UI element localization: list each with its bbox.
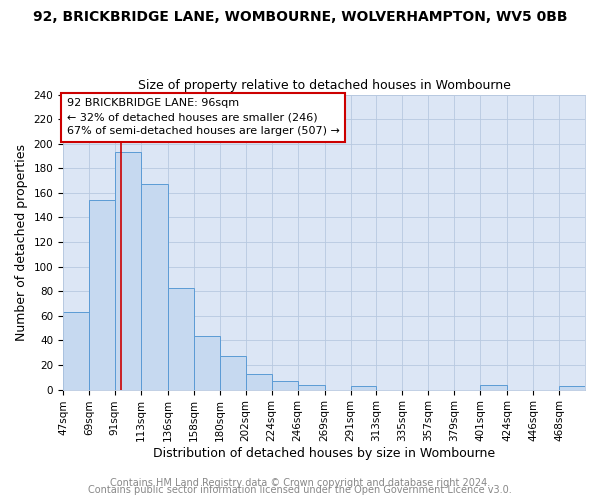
Title: Size of property relative to detached houses in Wombourne: Size of property relative to detached ho… (137, 79, 511, 92)
Bar (220, 356, 245, 390)
Bar (89, 200, 115, 390)
Y-axis label: Number of detached properties: Number of detached properties (15, 144, 28, 340)
Bar (194, 336, 220, 390)
Bar (245, 374, 272, 390)
X-axis label: Distribution of detached houses by size in Wombourne: Distribution of detached houses by size … (153, 447, 495, 460)
Bar (350, 386, 376, 390)
Text: Contains HM Land Registry data © Crown copyright and database right 2024.: Contains HM Land Registry data © Crown c… (110, 478, 490, 488)
Bar (115, 152, 141, 390)
Bar (168, 288, 194, 390)
Bar (559, 386, 585, 390)
Text: Contains public sector information licensed under the Open Government Licence v3: Contains public sector information licen… (88, 485, 512, 495)
Bar (480, 384, 507, 390)
Text: 92 BRICKBRIDGE LANE: 96sqm
← 32% of detached houses are smaller (246)
67% of sem: 92 BRICKBRIDGE LANE: 96sqm ← 32% of deta… (67, 98, 340, 136)
Bar (298, 384, 325, 390)
Bar (63, 312, 89, 390)
Bar (272, 381, 298, 390)
Text: 92, BRICKBRIDGE LANE, WOMBOURNE, WOLVERHAMPTON, WV5 0BB: 92, BRICKBRIDGE LANE, WOMBOURNE, WOLVERH… (33, 10, 567, 24)
Bar (141, 184, 168, 390)
